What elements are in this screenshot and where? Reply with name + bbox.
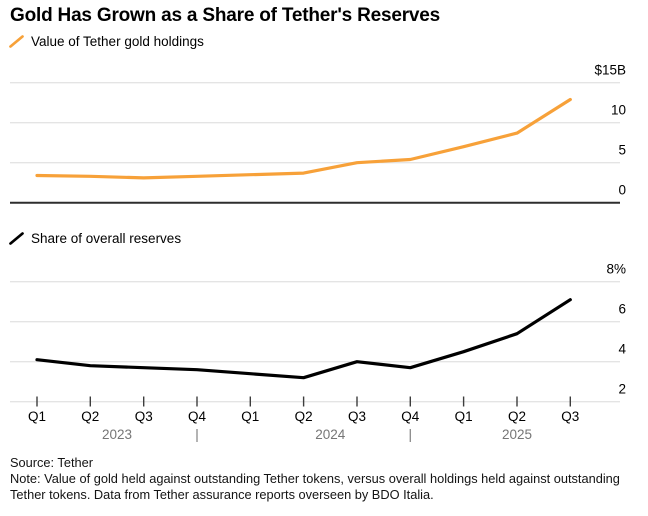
y-axis-label: 8% xyxy=(606,262,626,277)
series-line-black_line xyxy=(35,298,572,380)
x-axis-label: Q4 xyxy=(188,409,207,424)
y-axis-label: 10 xyxy=(611,103,626,118)
x-axis-label: Q1 xyxy=(455,409,473,424)
year-separator: | xyxy=(195,427,199,442)
note-line-1: Note: Value of gold held against outstan… xyxy=(10,470,620,486)
x-axis-label: Q2 xyxy=(81,409,99,424)
legend-share-label: Share of overall reserves xyxy=(31,231,182,246)
page-title: Gold Has Grown as a Share of Tether's Re… xyxy=(10,5,441,26)
x-axis-label: Q4 xyxy=(401,409,420,424)
source-line: Source: Tether xyxy=(10,455,93,470)
legend-gold-label: Value of Tether gold holdings xyxy=(31,34,204,49)
black-line-icon xyxy=(9,232,24,245)
series-line-gold xyxy=(35,97,572,180)
black-line-icon-stroke xyxy=(9,232,24,245)
y-axis-label: 5 xyxy=(618,143,626,158)
x-axis-label: Q3 xyxy=(135,409,153,424)
y-axis-label: 6 xyxy=(618,302,626,317)
footer: Source: Tether Note: Value of gold held … xyxy=(10,455,644,503)
y-axis-label: 4 xyxy=(618,342,626,357)
gold-line-icon-stroke xyxy=(9,35,24,48)
gold-line-icon xyxy=(9,35,24,48)
year-label: 2023 xyxy=(102,427,132,442)
year-separator: | xyxy=(409,427,413,442)
x-axis-label: Q3 xyxy=(561,409,579,424)
legend-gold: Value of Tether gold holdings xyxy=(9,34,204,49)
x-axis-label: Q1 xyxy=(241,409,259,424)
x-axis-label: Q2 xyxy=(295,409,313,424)
legend-share: Share of overall reserves xyxy=(9,231,181,246)
x-axis-label: Q2 xyxy=(508,409,526,424)
y-axis-label: 2 xyxy=(618,382,626,397)
year-label: 2025 xyxy=(502,427,532,442)
note-line-2: Tether tokens. Data from Tether assuranc… xyxy=(10,486,434,502)
x-axis-label: Q1 xyxy=(28,409,46,424)
year-label: 2024 xyxy=(315,427,346,442)
y-axis-label: 0 xyxy=(618,183,626,198)
y-axis-label: $15B xyxy=(594,63,626,78)
x-axis-label: Q3 xyxy=(348,409,366,424)
